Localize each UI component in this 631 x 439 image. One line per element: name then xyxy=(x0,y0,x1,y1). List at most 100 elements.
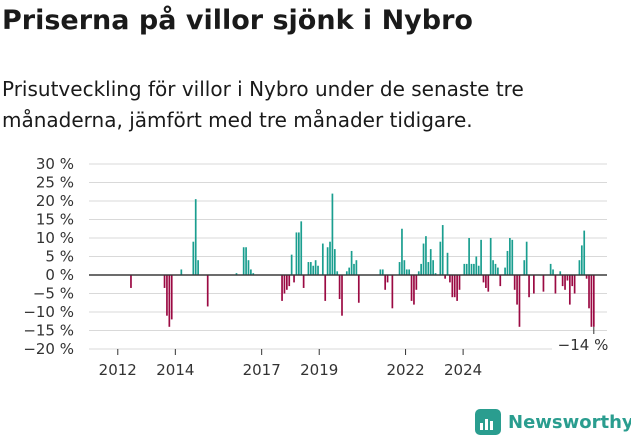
bar xyxy=(288,275,291,287)
bar xyxy=(446,252,449,275)
bar xyxy=(405,269,408,275)
bar xyxy=(422,243,425,275)
bar xyxy=(420,263,422,275)
bar xyxy=(415,275,418,290)
y-tick-label: −10 % xyxy=(23,303,74,321)
bar xyxy=(453,275,456,298)
bar xyxy=(473,263,475,275)
bar xyxy=(333,249,336,275)
bar xyxy=(130,275,132,288)
bar xyxy=(487,275,490,292)
bar xyxy=(300,221,303,275)
annotation-bg xyxy=(552,334,610,355)
bar xyxy=(533,275,535,294)
bar xyxy=(384,275,387,290)
bar xyxy=(283,275,286,294)
bar xyxy=(170,275,173,320)
bar xyxy=(413,275,415,305)
bar xyxy=(250,269,252,275)
bar xyxy=(573,275,576,294)
bar xyxy=(580,245,583,275)
y-axis-tick-labels: 30 %25 %20 %15 %10 %5 %0 %−5 %−10 %−15 %… xyxy=(23,155,74,358)
bar xyxy=(324,275,327,301)
bar xyxy=(592,275,595,327)
bar xyxy=(497,267,499,275)
bar xyxy=(468,238,470,275)
bar xyxy=(475,256,478,275)
bar xyxy=(568,275,571,305)
bar xyxy=(290,254,293,275)
bar xyxy=(357,275,360,303)
bar xyxy=(518,275,521,327)
annotation: −14 % xyxy=(552,326,610,355)
x-axis: 2012 2014 2017 2019 2022 2024 xyxy=(99,349,482,379)
x-tick-label: 2022 xyxy=(386,361,424,379)
bar xyxy=(247,260,250,275)
brand-name: Newsworthy xyxy=(508,411,631,433)
bar xyxy=(427,262,430,275)
bar xyxy=(166,275,168,316)
bar xyxy=(571,275,574,287)
bar xyxy=(583,230,586,275)
bar xyxy=(410,275,413,301)
bar xyxy=(463,263,466,275)
bar xyxy=(451,275,454,298)
bar xyxy=(194,199,197,275)
bar xyxy=(425,236,427,275)
bar xyxy=(386,275,389,283)
bar xyxy=(585,275,588,279)
bar xyxy=(456,275,458,301)
bar xyxy=(564,275,566,290)
chart-title: Priserna på villor sjönk i Nybro xyxy=(2,5,473,36)
y-tick-label: 20 % xyxy=(36,192,74,210)
bar xyxy=(408,269,411,275)
bar xyxy=(525,241,528,275)
bar xyxy=(434,273,437,275)
bar xyxy=(566,275,569,281)
bar xyxy=(516,275,518,305)
y-tick-label: −20 % xyxy=(23,340,74,358)
bar xyxy=(458,275,461,290)
bar xyxy=(528,275,530,298)
bar xyxy=(350,250,353,275)
bar xyxy=(338,275,341,300)
bar xyxy=(329,241,331,275)
y-tick-label: −15 % xyxy=(23,322,74,340)
bar xyxy=(192,241,195,275)
bar xyxy=(295,232,298,275)
bar xyxy=(302,275,305,288)
bar xyxy=(297,232,300,275)
bar xyxy=(285,275,288,290)
bar-series xyxy=(89,193,607,327)
bar xyxy=(281,275,283,301)
brand[interactable]: Newsworthy xyxy=(475,407,631,437)
chart-subtitle: Prisutveckling för villor i Nybro under … xyxy=(2,77,524,132)
x-tick-label: 2012 xyxy=(99,361,137,379)
bar xyxy=(513,275,516,290)
bar xyxy=(345,271,348,275)
bar xyxy=(235,273,238,275)
bar xyxy=(482,275,485,283)
bar xyxy=(312,265,315,275)
x-tick-label: 2024 xyxy=(444,361,482,379)
x-tick-label: 2014 xyxy=(156,361,194,379)
annotation-label: −14 % xyxy=(558,336,609,354)
bar xyxy=(331,193,334,275)
bar xyxy=(417,271,420,275)
bar xyxy=(381,269,384,275)
bar xyxy=(578,260,581,275)
bar xyxy=(355,260,358,275)
bar xyxy=(403,260,406,275)
y-tick-label: 15 % xyxy=(36,211,74,229)
bar xyxy=(489,238,492,275)
x-tick-label: 2017 xyxy=(243,361,281,379)
bar xyxy=(245,247,247,275)
bar xyxy=(554,275,557,294)
bar xyxy=(485,275,487,288)
bar xyxy=(206,275,209,307)
bar xyxy=(242,247,245,275)
bar xyxy=(441,225,444,275)
bar xyxy=(590,275,593,327)
bar xyxy=(336,271,339,275)
bar xyxy=(494,263,497,275)
